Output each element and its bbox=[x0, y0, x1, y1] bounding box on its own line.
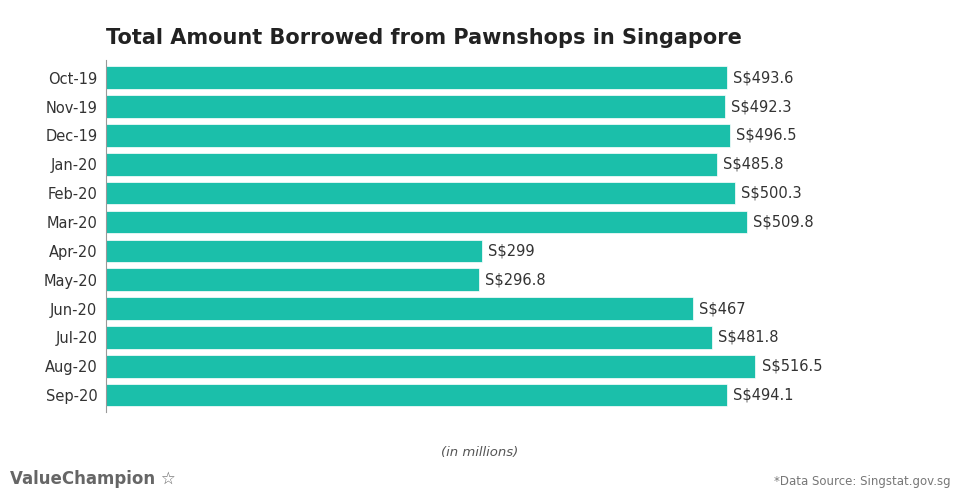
Text: S$299: S$299 bbox=[488, 243, 535, 259]
Text: S$509.8: S$509.8 bbox=[754, 214, 814, 229]
Text: Total Amount Borrowed from Pawnshops in Singapore: Total Amount Borrowed from Pawnshops in … bbox=[106, 28, 741, 48]
Bar bbox=[106, 211, 747, 233]
Text: S$296.8: S$296.8 bbox=[485, 272, 546, 287]
Bar bbox=[106, 66, 727, 89]
Text: (in millions): (in millions) bbox=[442, 446, 518, 459]
Bar bbox=[106, 384, 727, 406]
Text: S$494.1: S$494.1 bbox=[733, 388, 794, 402]
Bar bbox=[106, 95, 725, 118]
Text: S$492.3: S$492.3 bbox=[732, 99, 792, 114]
Bar bbox=[106, 355, 756, 378]
Text: S$516.5: S$516.5 bbox=[761, 359, 822, 374]
Text: S$467: S$467 bbox=[699, 301, 746, 316]
Text: S$481.8: S$481.8 bbox=[718, 330, 779, 345]
Bar bbox=[106, 153, 717, 176]
Text: S$500.3: S$500.3 bbox=[741, 186, 802, 201]
Bar bbox=[106, 269, 479, 291]
Text: S$485.8: S$485.8 bbox=[723, 157, 783, 172]
Text: ValueChampion ☆: ValueChampion ☆ bbox=[10, 470, 176, 488]
Text: S$493.6: S$493.6 bbox=[732, 70, 793, 85]
Bar bbox=[106, 124, 731, 147]
Bar bbox=[106, 182, 735, 204]
Bar bbox=[106, 297, 693, 320]
Text: *Data Source: Singstat.gov.sg: *Data Source: Singstat.gov.sg bbox=[774, 475, 950, 488]
Bar bbox=[106, 326, 711, 349]
Bar bbox=[106, 239, 482, 262]
Text: S$496.5: S$496.5 bbox=[736, 128, 797, 143]
